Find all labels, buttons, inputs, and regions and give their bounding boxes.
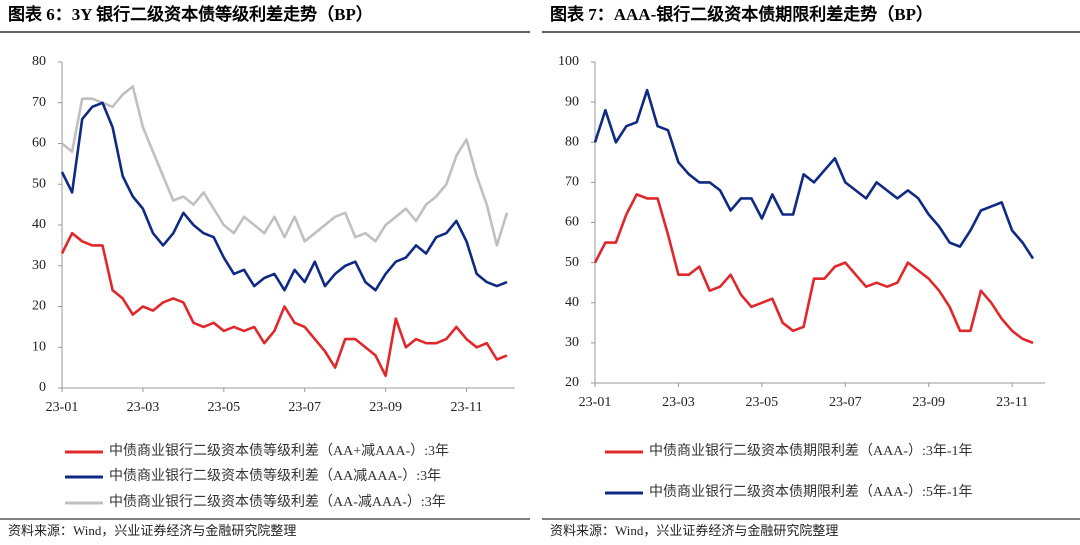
x-tick-label: 23-01	[46, 400, 79, 415]
x-tick-label: 23-09	[369, 400, 402, 415]
y-tick-label: 100	[558, 54, 579, 69]
x-tick-label: 23-01	[579, 395, 612, 410]
series-line	[593, 88, 1035, 260]
chart-title: 图表 7：AAA-银行二级资本债期限利差走势（BP）	[550, 4, 933, 24]
x-tick-label: 23-07	[288, 400, 321, 415]
y-tick-label: 70	[565, 175, 579, 190]
x-tick-label: 23-03	[662, 395, 695, 410]
y-tick-label: 30	[32, 258, 46, 273]
y-tick-label: 10	[32, 339, 46, 354]
y-tick-label: 50	[32, 176, 46, 191]
y-tick-label: 20	[32, 299, 46, 314]
y-tick-label: 90	[565, 94, 579, 109]
y-tick-label: 80	[565, 134, 579, 149]
y-tick-label: 50	[565, 255, 579, 270]
y-tick-label: 0	[39, 380, 46, 395]
x-tick-label: 23-07	[829, 395, 862, 410]
y-tick-label: 70	[32, 95, 46, 110]
legend-label: 中债商业银行二级资本债等级利差（AA+减AAA-）:3年	[109, 442, 449, 459]
series-line	[60, 101, 508, 292]
x-tick-label: 23-05	[746, 395, 779, 410]
chart-title: 图表 6：3Y 银行二级资本债等级利差走势（BP）	[8, 4, 373, 24]
legend-label: 中债商业银行二级资本债期限利差（AAA-）:3年-1年	[649, 443, 973, 459]
x-tick-label: 23-09	[912, 395, 945, 410]
legend-label: 中债商业银行二级资本债等级利差（AA-减AAA-）:3年	[109, 493, 446, 510]
y-tick-label: 20	[565, 375, 579, 390]
x-tick-label: 23-03	[127, 400, 160, 415]
x-tick-label: 23-11	[450, 400, 482, 415]
legend-label: 中债商业银行二级资本债期限利差（AAA-）:5年-1年	[649, 484, 973, 500]
y-tick-label: 40	[32, 217, 46, 232]
y-tick-label: 80	[32, 54, 46, 69]
series-line	[60, 231, 508, 378]
x-tick-label: 23-05	[207, 400, 240, 415]
y-tick-label: 30	[565, 335, 579, 350]
y-tick-label: 40	[565, 295, 579, 310]
source: 资料来源：Wind，兴业证券经济与金融研究院整理	[550, 523, 838, 538]
y-tick-label: 60	[565, 215, 579, 230]
series-line	[61, 85, 509, 247]
y-tick-label: 60	[32, 136, 46, 151]
x-tick-label: 23-11	[996, 395, 1028, 410]
series-line	[593, 193, 1034, 345]
legend-label: 中债商业银行二级资本债等级利差（AA减AAA-）:3年	[109, 467, 441, 484]
source: 资料来源：Wind，兴业证券经济与金融研究院整理	[8, 523, 296, 538]
